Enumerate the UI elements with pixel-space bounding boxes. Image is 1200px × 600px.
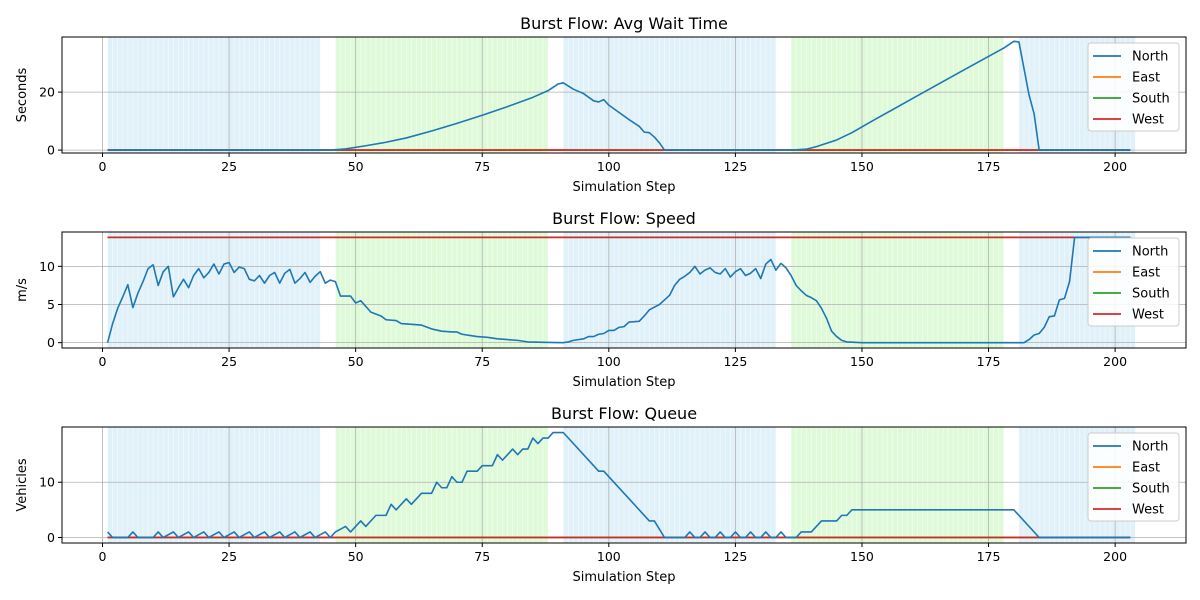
series-line-north	[106, 236, 1131, 344]
x-tick-label: 25	[221, 354, 237, 369]
phase-bands	[107, 232, 1136, 348]
legend-label: East	[1132, 461, 1160, 476]
phase-bands	[107, 427, 1136, 543]
x-tick-label: 175	[977, 549, 1001, 564]
x-tick-label: 100	[597, 159, 621, 174]
legend-label: West	[1132, 308, 1164, 323]
legend-box	[1087, 432, 1180, 522]
legend-label: East	[1132, 71, 1160, 86]
x-tick-label: 50	[348, 354, 364, 369]
series-lines	[106, 431, 1131, 539]
legend-box	[1087, 42, 1180, 132]
phase-bands	[107, 37, 1136, 153]
x-tick-label: 150	[850, 159, 874, 174]
chart-title: Burst Flow: Avg Wait Time	[520, 14, 728, 33]
legend-label: North	[1132, 440, 1168, 455]
legend-box	[1087, 237, 1180, 327]
x-tick-label: 150	[850, 549, 874, 564]
x-tick-label: 75	[474, 354, 490, 369]
x-axis-label: Simulation Step	[573, 375, 676, 390]
chart-title: Burst Flow: Speed	[552, 209, 696, 228]
x-axis-label: Simulation Step	[573, 180, 676, 195]
chart-title: Burst Flow: Queue	[551, 404, 697, 423]
y-tick-label: 10	[39, 475, 55, 490]
ticks: 0 25 50 75 100 125 150 175 200 0 5 10	[39, 259, 1127, 369]
legend-label: South	[1132, 287, 1170, 302]
y-tick-label: 10	[39, 259, 55, 274]
x-tick-label: 125	[723, 549, 747, 564]
y-axis-label: m/s	[15, 278, 30, 302]
y-tick-label: 0	[47, 335, 55, 350]
x-tick-label: 75	[474, 159, 490, 174]
x-tick-label: 200	[1103, 549, 1127, 564]
x-tick-label: 125	[723, 159, 747, 174]
y-tick-label: 20	[39, 85, 55, 100]
legend: North East South West	[1087, 237, 1180, 327]
x-tick-label: 50	[348, 549, 364, 564]
legend-label: West	[1132, 503, 1164, 518]
x-tick-label: 0	[99, 354, 107, 369]
x-axis-label: Simulation Step	[573, 570, 676, 585]
axes-frame	[61, 231, 1187, 349]
y-tick-label: 0	[47, 143, 55, 158]
legend: North East South West	[1087, 432, 1180, 522]
x-tick-label: 50	[348, 159, 364, 174]
legend-label: East	[1132, 266, 1160, 281]
series-lines	[107, 40, 1131, 151]
series-line-north	[107, 40, 1131, 151]
chart-panel-1: 0 25 50 75 100 125 150 175 200 0 20 Burst Flow: Avg…	[15, 14, 1187, 195]
x-tick-label: 200	[1103, 159, 1127, 174]
legend-label: South	[1132, 92, 1170, 107]
x-tick-label: 100	[597, 549, 621, 564]
axes-frame	[61, 36, 1187, 154]
chart-panel-2: 0 25 50 75 100 125 150 175 200 0 5 10 Burst Flow: Sp…	[15, 209, 1187, 390]
legend-label: North	[1132, 245, 1168, 260]
ticks: 0 25 50 75 100 125 150 175 200 0 10	[39, 475, 1127, 564]
x-tick-label: 125	[723, 354, 747, 369]
ticks: 0 25 50 75 100 125 150 175 200 0 20	[39, 85, 1127, 174]
x-tick-label: 25	[221, 549, 237, 564]
x-tick-label: 150	[850, 354, 874, 369]
chart-panel-3: 0 25 50 75 100 125 150 175 200 0 10 Burst Flow: Que…	[15, 404, 1187, 585]
x-tick-label: 175	[977, 354, 1001, 369]
axes-frame	[61, 426, 1187, 544]
x-tick-label: 0	[99, 159, 107, 174]
x-tick-label: 175	[977, 159, 1001, 174]
x-tick-label: 100	[597, 354, 621, 369]
x-tick-label: 75	[474, 549, 490, 564]
legend: North East South West	[1087, 42, 1180, 132]
legend-label: West	[1132, 113, 1164, 128]
x-tick-label: 25	[221, 159, 237, 174]
legend-label: South	[1132, 482, 1170, 497]
y-tick-label: 5	[47, 297, 55, 312]
x-tick-label: 200	[1103, 354, 1127, 369]
series-lines	[106, 236, 1131, 344]
series-line-north	[106, 431, 1131, 539]
y-tick-label: 0	[47, 530, 55, 545]
x-tick-label: 0	[99, 549, 107, 564]
legend-label: North	[1132, 50, 1168, 65]
y-axis-label: Seconds	[15, 67, 30, 122]
y-axis-label: Vehicles	[15, 458, 30, 511]
